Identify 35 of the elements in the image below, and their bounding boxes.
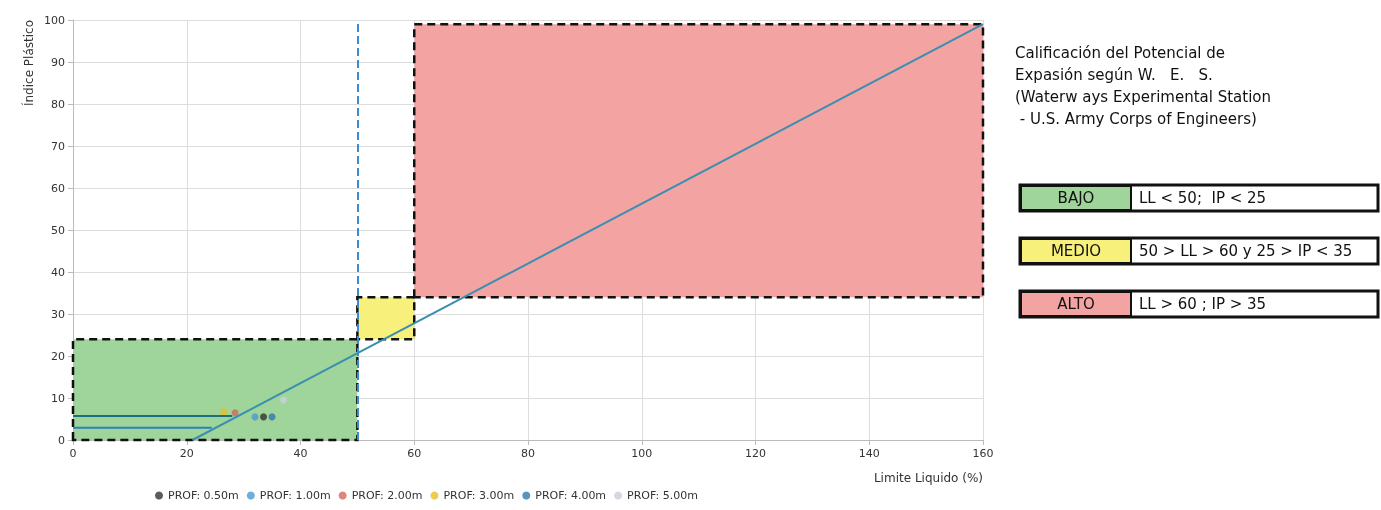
y-tick-label: 100 xyxy=(44,13,65,27)
text: LL < 50; IP < 25 xyxy=(1139,189,1267,207)
x-tick-label: 80 xyxy=(521,447,535,460)
y-tick-label: 50 xyxy=(51,223,65,237)
y-tick-label: 90 xyxy=(51,55,65,69)
x-tick-label: 20 xyxy=(179,447,194,460)
legend-label: PROF: 3.00m xyxy=(443,489,515,502)
text: Calificación del Potencial de Expasión según W. E. S. (Waterw ays Experimental Station - U.S. Army Corps of Engineers) xyxy=(1015,44,1272,128)
x-tick-label: 120 xyxy=(745,447,766,460)
x-axis-title: Limite Liquido (%) xyxy=(873,471,983,485)
text: MEDIO xyxy=(1050,242,1102,260)
legend-label: PROF: 1.00m xyxy=(259,489,331,502)
y-tick-label: 10 xyxy=(51,391,65,405)
x-tick-label: 60 xyxy=(407,447,422,460)
x-tick-label: 140 xyxy=(858,447,880,460)
x-tick-label: 160 xyxy=(972,447,994,460)
legend-label: PROF: 2.00m xyxy=(351,489,423,502)
y-tick-label: 20 xyxy=(51,349,65,363)
y-tick-label: 80 xyxy=(51,97,65,111)
text: BAJO xyxy=(1057,189,1095,207)
y-tick-label: 0 xyxy=(58,433,65,447)
text: LL > 60 ; IP > 35 xyxy=(1139,295,1267,313)
legend-label: PROF: 5.00m xyxy=(627,489,698,502)
y-axis-title: Índice Plástico xyxy=(21,20,36,107)
x-tick-label: 0 xyxy=(69,447,77,460)
legend-label: PROF: 0.50m xyxy=(168,489,239,502)
y-tick-label: 70 xyxy=(51,139,65,153)
x-tick-label: 100 xyxy=(631,447,653,460)
y-tick-label: 60 xyxy=(51,181,65,195)
text: ALTO xyxy=(1057,295,1095,313)
x-tick-label: 40 xyxy=(293,447,308,460)
y-tick-label: 40 xyxy=(51,265,65,279)
text: 50 > LL > 60 y 25 > IP < 35 xyxy=(1139,242,1353,260)
y-tick-label: 30 xyxy=(51,307,65,321)
legend-label: PROF: 4.00m xyxy=(535,489,607,502)
